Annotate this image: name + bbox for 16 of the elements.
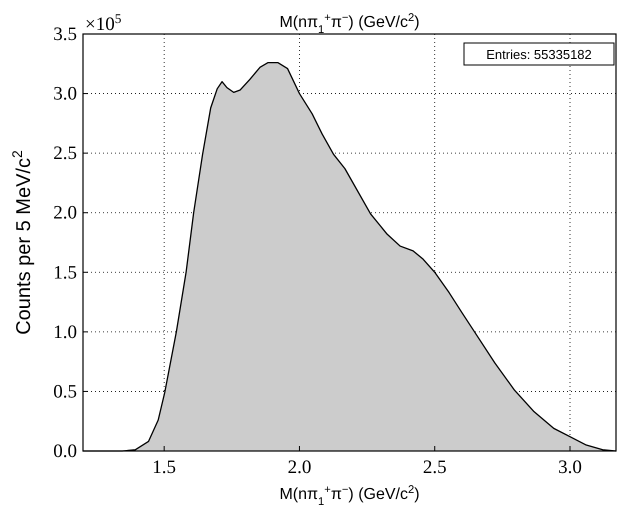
- x-tick-label: 2.0: [288, 457, 312, 478]
- y-tick-label: 1.5: [53, 262, 77, 284]
- y-tick-label: 2.0: [53, 202, 77, 224]
- y-tick-label: 3.5: [53, 24, 77, 45]
- y-tick-label: 3.0: [53, 84, 77, 105]
- x-tick-label: 1.5: [152, 457, 176, 478]
- x-tick-label: 3.0: [558, 457, 582, 478]
- x-tick-label: 2.5: [422, 457, 447, 478]
- annotation: Entries: 55335182: [486, 47, 592, 62]
- chart-title: M(nπ$_{1}$$^{+}$π$^{−}$) (GeV/c$^{2}$): [279, 12, 420, 36]
- x-axis-title: M(nπ$_{1}$$^{+}$π$^{−}$) (GeV/c$^{2}$): [279, 484, 420, 508]
- y-tick-label: 0.0: [53, 441, 77, 462]
- annotation: ×10$^{5}$: [85, 10, 122, 35]
- y-tick-label: 1.0: [53, 322, 77, 343]
- y-tick-label: 2.5: [53, 143, 77, 164]
- y-tick-label: 0.5: [53, 381, 77, 402]
